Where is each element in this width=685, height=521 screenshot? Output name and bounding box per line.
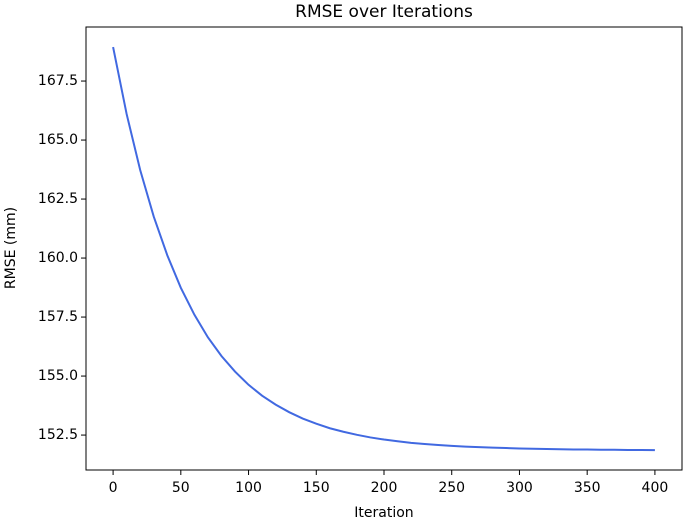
y-tick-label: 162.5 bbox=[38, 191, 78, 207]
x-tick-label: 100 bbox=[235, 480, 262, 496]
y-tick-label: 160.0 bbox=[38, 250, 78, 266]
x-tick-label: 200 bbox=[371, 480, 398, 496]
plot-frame bbox=[85, 26, 683, 471]
y-tick-label: 157.5 bbox=[38, 309, 78, 325]
x-tick-label: 50 bbox=[172, 480, 190, 496]
x-axis-label: Iteration bbox=[354, 505, 413, 521]
line-series bbox=[112, 46, 655, 452]
x-tick-label: 350 bbox=[574, 480, 601, 496]
x-tick-label: 250 bbox=[438, 480, 465, 496]
x-tick-label: 0 bbox=[109, 480, 118, 496]
y-tick-label: 167.5 bbox=[38, 73, 78, 89]
y-tick-label: 165.0 bbox=[38, 132, 78, 148]
x-tick-label: 400 bbox=[642, 480, 669, 496]
x-tick-label: 300 bbox=[506, 480, 533, 496]
x-tick-label: 150 bbox=[303, 480, 330, 496]
y-axis-label: RMSE (mm) bbox=[3, 207, 19, 289]
chart-title: RMSE over Iterations bbox=[295, 2, 473, 22]
y-tick-label: 152.5 bbox=[38, 427, 78, 443]
y-tick-label: 155.0 bbox=[38, 368, 78, 384]
